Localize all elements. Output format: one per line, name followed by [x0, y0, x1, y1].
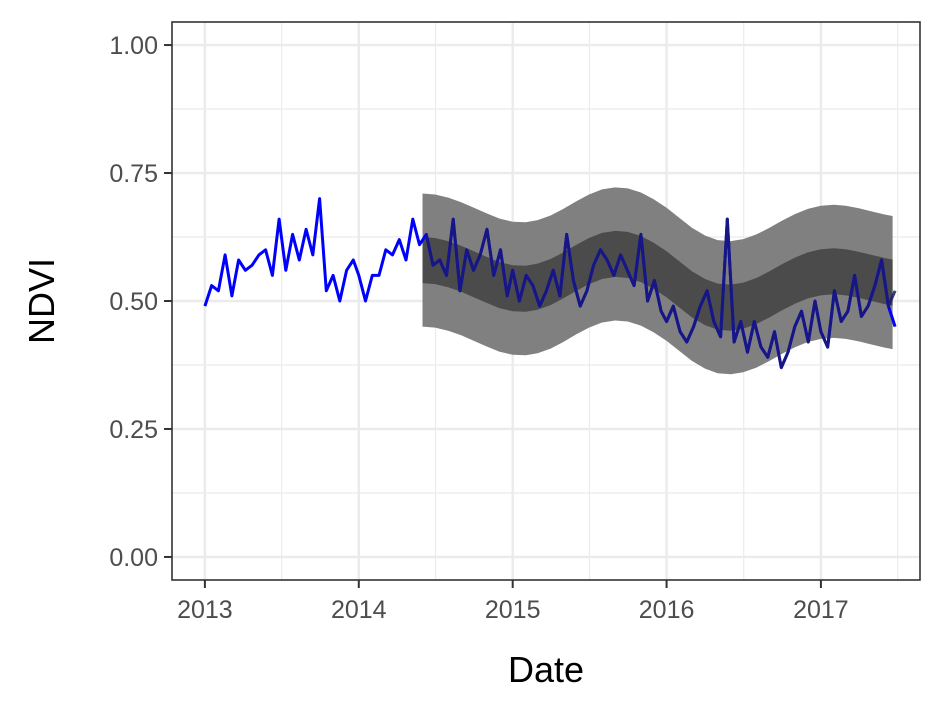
y-tick-label: 1.00: [109, 32, 158, 60]
x-tick-label: 2017: [793, 596, 849, 624]
y-tick-label: 0.75: [109, 160, 158, 188]
forecast-overlay-line: [424, 217, 897, 370]
y-tick-label: 0.50: [109, 288, 158, 316]
y-axis-title: NDVI: [21, 258, 62, 344]
y-tick-label: 0.00: [109, 544, 158, 572]
x-tick-label: 2016: [639, 596, 695, 624]
y-tick-label: 0.25: [109, 416, 158, 444]
line-layer: [203, 197, 897, 370]
x-tick-label: 2015: [485, 596, 541, 624]
x-axis-title: Date: [508, 649, 584, 690]
axis-layer: 0.00 0.25 0.50 0.75 1.00 2013 2014 2015 2016 2017: [109, 32, 848, 624]
x-tick-label: 2014: [331, 596, 387, 624]
x-tick-label: 2013: [177, 596, 233, 624]
